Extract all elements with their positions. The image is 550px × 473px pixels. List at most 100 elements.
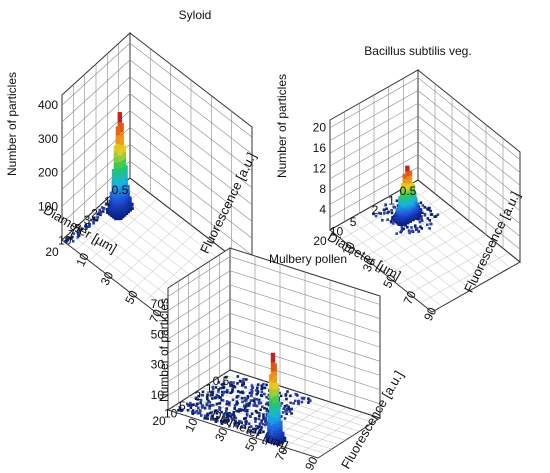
data-point <box>226 417 229 420</box>
x-tick-label: 7 <box>68 227 75 241</box>
histogram-bar <box>409 193 414 197</box>
data-point <box>307 401 310 404</box>
histogram-bar <box>409 199 414 204</box>
data-point <box>186 408 190 412</box>
data-point <box>80 227 84 231</box>
histogram-bar <box>410 219 415 221</box>
floor-gridline <box>359 213 462 296</box>
data-point <box>195 402 199 406</box>
histogram-bar <box>412 201 417 205</box>
histogram-bar <box>112 214 117 217</box>
data-point <box>196 398 200 401</box>
histogram-bar <box>115 180 121 186</box>
x-tick-label: 2 <box>91 206 98 220</box>
floor-gridline <box>284 407 347 448</box>
histogram-bar <box>404 196 409 200</box>
histogram-bar <box>276 440 281 442</box>
histogram-bar <box>117 161 123 169</box>
data-point <box>234 421 238 425</box>
data-point <box>211 390 214 394</box>
data-point <box>433 215 437 218</box>
data-point <box>205 402 209 406</box>
data-point <box>415 227 419 230</box>
histogram-bar <box>114 216 119 218</box>
histogram-bar <box>407 175 413 181</box>
histogram-bar <box>404 185 409 190</box>
data-point <box>286 390 289 393</box>
histogram-bar <box>400 221 406 223</box>
histogram-bar <box>397 207 402 210</box>
data-point <box>87 225 91 228</box>
data-point <box>94 218 98 222</box>
histogram-bar <box>276 442 281 444</box>
histogram-bar <box>118 217 123 218</box>
histogram-bar <box>116 211 121 213</box>
data-point <box>260 419 263 422</box>
data-point <box>245 414 249 417</box>
data-point <box>260 387 263 391</box>
histogram-bar <box>394 217 400 219</box>
data-point <box>195 404 198 408</box>
data-point <box>222 381 226 384</box>
histogram-bar <box>412 197 417 200</box>
data-point <box>244 417 247 420</box>
z-tick-label: 8 <box>319 182 326 196</box>
data-point <box>206 412 209 416</box>
data-point <box>281 411 285 414</box>
z-tick-label: 10 <box>151 388 165 402</box>
data-point <box>289 408 292 412</box>
data-point <box>194 396 198 400</box>
data-point <box>300 396 304 400</box>
data-point <box>207 399 210 403</box>
histogram-bar <box>119 213 125 215</box>
floor-gridline <box>349 218 452 302</box>
histogram-bar <box>403 216 408 219</box>
data-point <box>191 410 194 414</box>
data-point <box>287 407 291 411</box>
data-point <box>92 221 95 225</box>
histogram-bar <box>112 214 117 216</box>
histogram-bar <box>404 221 410 223</box>
data-point <box>252 404 256 407</box>
histogram-bar <box>412 195 417 198</box>
data-point <box>232 384 235 388</box>
data-point <box>208 411 212 415</box>
histogram-bar <box>406 191 412 196</box>
data-point <box>214 420 218 423</box>
histogram-bar <box>406 198 412 204</box>
y-tick-label: 70 <box>272 444 291 462</box>
data-point <box>285 404 289 407</box>
data-point <box>216 415 219 419</box>
data-point <box>418 220 422 224</box>
histogram-bar <box>410 217 415 218</box>
data-point <box>211 397 214 400</box>
histogram-bar <box>414 204 420 207</box>
histogram-bar <box>113 162 119 169</box>
histogram-bar <box>406 187 412 192</box>
data-point <box>420 227 424 230</box>
histogram-bar <box>413 213 419 216</box>
histogram-bar <box>412 199 417 203</box>
histogram-bar <box>409 186 414 191</box>
floor-gridline <box>301 412 364 453</box>
z-tick-label: 70 <box>151 297 165 311</box>
data-point <box>259 401 263 405</box>
data-point <box>225 389 229 392</box>
data-point <box>235 395 239 398</box>
data-point <box>71 239 75 243</box>
z-tick-label: 200 <box>38 166 58 180</box>
data-point <box>280 402 284 405</box>
z-tick-label: 30 <box>151 358 165 372</box>
data-point <box>267 403 271 407</box>
data-point <box>186 404 190 407</box>
histogram-bar <box>410 216 415 218</box>
data-point <box>193 411 196 414</box>
data-point <box>219 386 222 390</box>
histogram-bar <box>396 220 401 222</box>
data-point <box>247 422 251 426</box>
data-point <box>208 404 211 408</box>
data-point <box>379 212 383 215</box>
data-point <box>218 402 221 405</box>
data-point <box>222 391 225 395</box>
data-point <box>211 403 215 407</box>
